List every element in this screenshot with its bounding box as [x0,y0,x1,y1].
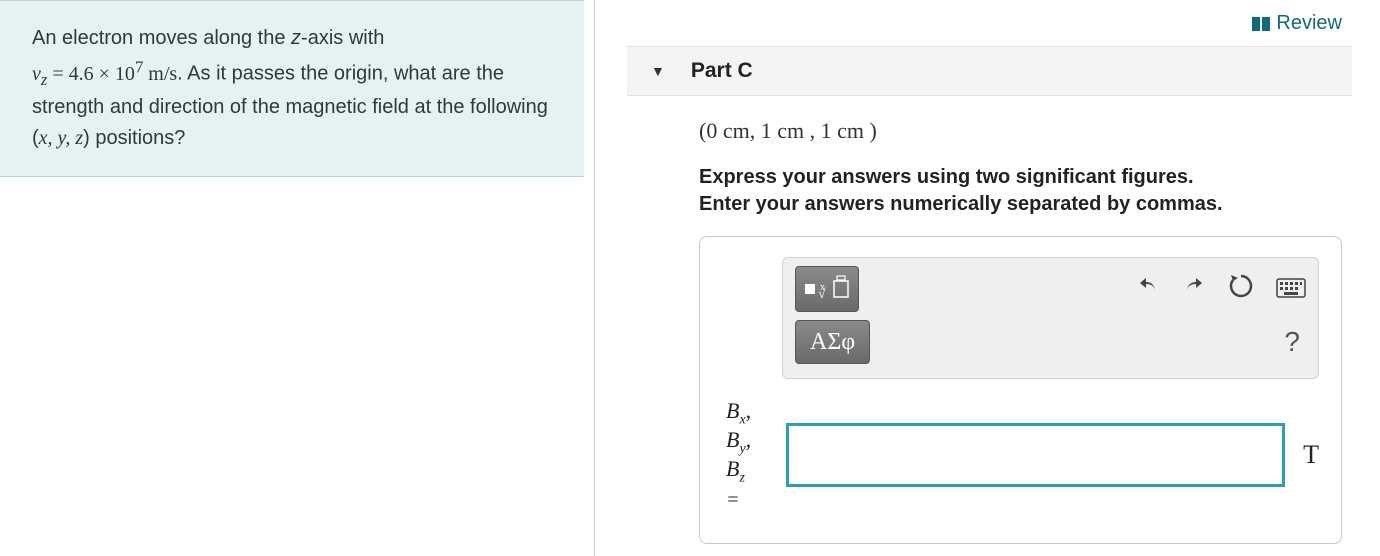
problem-text: ) positions? [83,127,185,149]
instr-line2: Enter your answers numerically separated… [699,193,1223,215]
problem-statement: An electron moves along the z-axis with … [0,0,584,177]
keyboard-icon [1276,278,1306,298]
instructions: Express your answers using two significa… [699,164,1342,218]
left-panel: An electron moves along the z-axis with … [0,0,595,556]
review-label: Review [1276,12,1342,35]
xyz-vars: x, y, z [39,127,83,149]
bx-label: B [726,398,739,423]
greek-label: ΑΣφ [810,329,855,356]
undo-button[interactable] [1136,274,1160,305]
redo-icon [1182,274,1206,298]
part-title: Part C [691,59,753,83]
review-link[interactable]: Review [1252,12,1342,35]
problem-text: -axis with [301,27,384,49]
unit-label: T [1295,440,1319,470]
problem-text: An electron moves along the [32,27,291,49]
greek-letters-button[interactable]: ΑΣφ [795,320,870,364]
answer-input[interactable] [786,423,1285,487]
reset-button[interactable] [1228,273,1254,306]
instr-line1: Express your answers using two significa… [699,166,1194,188]
bz-sub: z [739,471,744,486]
redo-button[interactable] [1182,274,1206,305]
template-icon: x √ [804,275,850,303]
undo-icon [1136,274,1160,298]
equals-sign: = [726,490,776,511]
part-header[interactable]: ▼ Part C [627,46,1352,96]
svg-text:√: √ [818,287,826,302]
keyboard-button[interactable] [1276,274,1306,305]
position-text: (0 cm, 1 cm , 1 cm ) [699,118,1342,144]
variable-labels: Bx, By, Bz = [726,399,776,511]
answer-input-row: Bx, By, Bz = T [726,399,1319,511]
answer-toolbar: x √ [782,257,1319,379]
reset-icon [1228,273,1254,299]
caret-down-icon: ▼ [651,63,665,79]
right-panel: Review ▼ Part C (0 cm, 1 cm , 1 cm ) Exp… [595,0,1380,556]
vz-value: = 4.6 × 10 [47,63,135,85]
by-label: B [726,427,739,452]
part-body: (0 cm, 1 cm , 1 cm ) Express your answer… [627,96,1352,544]
vz-unit: m/s [143,63,177,85]
answer-box: x √ [699,236,1342,544]
z-var: z [291,27,301,49]
help-button[interactable]: ? [1284,326,1306,358]
bz-label: B [726,456,739,481]
templates-button[interactable]: x √ [795,266,859,312]
vz-var: v [32,63,41,85]
book-icon [1252,17,1270,31]
